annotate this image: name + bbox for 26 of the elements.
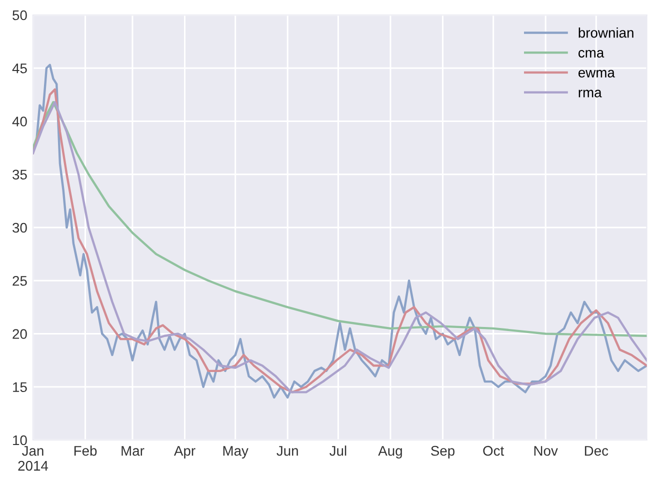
legend-label: brownian xyxy=(578,28,634,38)
y-tick-label: 15 xyxy=(13,382,27,392)
x-tick-label: Feb xyxy=(74,446,97,456)
y-tick-label: 25 xyxy=(12,276,27,286)
legend-label: cma xyxy=(578,50,604,58)
x-tick-label: Mar xyxy=(122,446,144,456)
x-tick-label: Dec xyxy=(584,446,608,456)
x-tick-label: Jul xyxy=(330,446,346,456)
y-tick-label: 40 xyxy=(12,116,27,126)
x-tick-label: Aug xyxy=(378,446,402,459)
y-tick-label: 10 xyxy=(13,435,27,446)
legend-label: rma xyxy=(578,90,602,98)
x-tick-label: Sep xyxy=(431,446,455,459)
y-tick-label: 30 xyxy=(12,222,27,233)
x-tick-label: Oct xyxy=(483,446,504,456)
y-tick-label: 50 xyxy=(12,10,27,20)
x-tick-label: Nov xyxy=(534,446,558,456)
y-tick-label: 35 xyxy=(12,170,27,180)
x-tick-label: Apr xyxy=(174,446,196,459)
x-tick-label: Jan 2014 xyxy=(18,446,48,471)
line-series xyxy=(33,101,647,337)
y-tick-label: 45 xyxy=(12,64,27,74)
x-tick-label: May xyxy=(223,446,248,459)
x-tick-label: Jun xyxy=(276,446,298,456)
y-tick-label: 20 xyxy=(12,329,27,339)
legend-label: ewma xyxy=(578,70,615,78)
